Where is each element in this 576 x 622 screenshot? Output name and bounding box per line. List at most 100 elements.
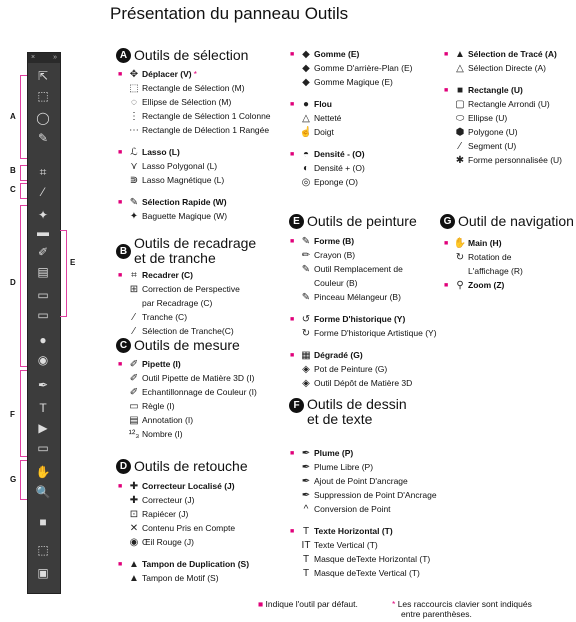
tool-icon: ◎ <box>301 176 311 188</box>
default-marker-icon: ■ <box>444 86 449 94</box>
toolbar-tool-button[interactable]: ◯ <box>36 111 50 125</box>
tool-label: Flou <box>314 99 332 109</box>
tool-label: Sélection Directe (A) <box>468 63 546 73</box>
tool-label: Pot de Peinture (G) <box>314 364 388 374</box>
toolbar-tool-button[interactable]: 🔍 <box>35 485 51 499</box>
tool-item: △ Netteté <box>290 111 412 125</box>
toolbar-tool-button[interactable]: ⁄ <box>41 185 44 199</box>
tool-item: ▭ Règle (I) <box>118 399 257 413</box>
tool-icon: ▲ <box>455 48 465 60</box>
column2-top-items: ■ ◆ Gomme (E) ◆ Gomme D'arrière-Plan (E) ◆ Gom… <box>290 47 412 189</box>
page-title: Présentation du panneau Outils <box>110 4 349 23</box>
tool-icon: ⁄ <box>459 140 461 152</box>
footer-default-text: Indique l'outil par défaut. <box>265 599 358 609</box>
bracket-a <box>20 75 27 159</box>
toolbar-tool-button[interactable]: ▭ <box>37 288 49 302</box>
tool-icon: ⁄ <box>133 325 135 337</box>
default-marker-icon: ■ <box>118 482 123 490</box>
tool-item: ⁄ Segment (U) <box>444 139 562 153</box>
section-b-title-1: Outils de recadrage <box>134 235 257 251</box>
tool-icon: ⋎ <box>130 160 138 172</box>
tool-icon: ✐ <box>129 358 139 370</box>
default-marker-icon: ■ <box>118 148 123 156</box>
tool-icon: ↻ <box>455 251 465 263</box>
tool-icon: ¹²₃ <box>128 428 140 440</box>
toolbar-tool-button[interactable]: ▤ <box>37 265 49 279</box>
badge-d: D <box>116 458 131 474</box>
tool-icon: △ <box>456 62 464 74</box>
tool-label: Masque deTexte Vertical (T) <box>314 568 420 578</box>
tool-icon: ■ <box>456 84 464 96</box>
toolbar-tool-button[interactable]: ◉ <box>37 353 49 367</box>
tool-icon: ◈ <box>302 377 310 389</box>
tool-item: ▲ Tampon de Motif (S) <box>118 571 249 585</box>
toolbar-tool-button[interactable]: ⬚ <box>37 89 49 103</box>
toolbar-tool-button[interactable]: ✐ <box>37 245 49 259</box>
tool-label: Gomme (E) <box>314 49 360 59</box>
tool-item: ^ Conversion de Point <box>290 502 437 516</box>
toolbar-tool-button[interactable]: ✋ <box>35 465 51 479</box>
toolbar-tool-button[interactable]: ▶ <box>38 421 48 435</box>
footer-shortcut-note: * Les raccourcis clavier sont indiqués e… <box>392 599 532 619</box>
collapse-icon[interactable]: » <box>53 54 57 61</box>
section-f-items: ■ ✒ Plume (P) ✒ Plume Libre (P) ✒ Ajout de Poi… <box>290 446 437 580</box>
toolbar-tool-button[interactable]: ▭ <box>37 441 49 455</box>
toolbar-tool-button[interactable]: ✎ <box>37 131 49 145</box>
tool-label: Rectangle (U) <box>468 85 523 95</box>
tool-icon: ◓ <box>302 148 310 160</box>
section-c-title: Outils de mesure <box>134 337 240 353</box>
section-f-heading: F Outils de dessin et de texte <box>289 397 407 427</box>
tool-item: ✦ Baguette Magique (W) <box>118 209 271 223</box>
toolbar-tool-button[interactable]: ▬ <box>37 225 49 239</box>
tool-label: Baguette Magique (W) <box>142 211 228 221</box>
tool-icon: ◆ <box>302 48 310 60</box>
tool-icon: ⬢ <box>455 126 465 138</box>
tool-label: Ellipse de Sélection (M) <box>142 97 232 107</box>
tool-icon: ▭ <box>129 400 139 412</box>
tool-item: ✕ Contenu Pris en Compte <box>118 521 249 535</box>
tool-icon: T <box>302 567 310 579</box>
tool-icon: ^ <box>303 503 309 515</box>
tool-label: Œil Rouge (J) <box>142 537 194 547</box>
close-icon[interactable]: × <box>31 54 36 61</box>
tool-item: ◐ Densité + (O) <box>290 161 412 175</box>
toolbar-tool-button[interactable]: T <box>39 401 47 415</box>
tool-icon: ⚲ <box>456 279 464 291</box>
tool-label: Sélection de Tranche(C) <box>142 326 234 336</box>
tool-icon: ✒ <box>301 475 311 487</box>
tool-label: Eponge (O) <box>314 177 358 187</box>
toolbar-tool-button[interactable]: ▭ <box>37 308 49 322</box>
tool-item: ✒ Ajout de Point D'ancrage <box>290 474 437 488</box>
tool-icon: ✒ <box>301 447 311 459</box>
toolbar-tool-button[interactable]: ⬚ <box>37 543 49 557</box>
tool-item: ↻ Forme D'historique Artistique (Y) <box>290 326 437 340</box>
toolbar-tool-button[interactable]: ● <box>39 333 47 347</box>
tool-label: Outil Dépôt de Matière 3D <box>314 378 413 388</box>
default-marker-icon: ■ <box>290 100 295 108</box>
tool-item: ■ ↺ Forme D'historique (Y) <box>290 312 437 326</box>
toolbar-tool-button[interactable]: ✦ <box>37 208 49 222</box>
tool-item: ◆ Gomme D'arrière-Plan (E) <box>290 61 412 75</box>
tool-label: Rotation de <box>468 252 512 262</box>
tool-icon: △ <box>302 112 310 124</box>
tool-icon: ▲ <box>129 572 139 584</box>
tool-label: Plume (P) <box>314 448 354 458</box>
section-a-title: Outils de sélection <box>134 47 249 63</box>
tool-item: ⊡ Rapiécer (J) <box>118 507 249 521</box>
toolbar-tool-button[interactable]: ✒ <box>37 378 49 392</box>
tool-label: Rectangle Arrondi (U) <box>468 99 550 109</box>
section-a-heading: A Outils de sélection <box>116 47 248 63</box>
footer-shortcut-text-2: entre parenthèses. <box>401 609 472 619</box>
panel-header[interactable]: ×» <box>28 53 60 63</box>
tool-label: Pipette (I) <box>142 359 181 369</box>
toolbar-tool-button[interactable]: ■ <box>39 515 47 529</box>
default-marker-icon: ■ <box>290 351 295 359</box>
toolbar-tool-button[interactable]: ▣ <box>37 566 49 580</box>
toolbar-tool-button[interactable]: ⇱ <box>37 69 49 83</box>
toolbar-tool-button[interactable]: ⌗ <box>39 165 47 179</box>
tool-item: ■ ● Flou <box>290 97 412 111</box>
tool-item: ✐ Echantillonnage de Couleur (I) <box>118 385 257 399</box>
tool-item: ¹²₃ Nombre (I) <box>118 427 257 441</box>
badge-e: E <box>289 213 304 229</box>
section-d-heading: D Outils de retouche <box>116 458 248 474</box>
